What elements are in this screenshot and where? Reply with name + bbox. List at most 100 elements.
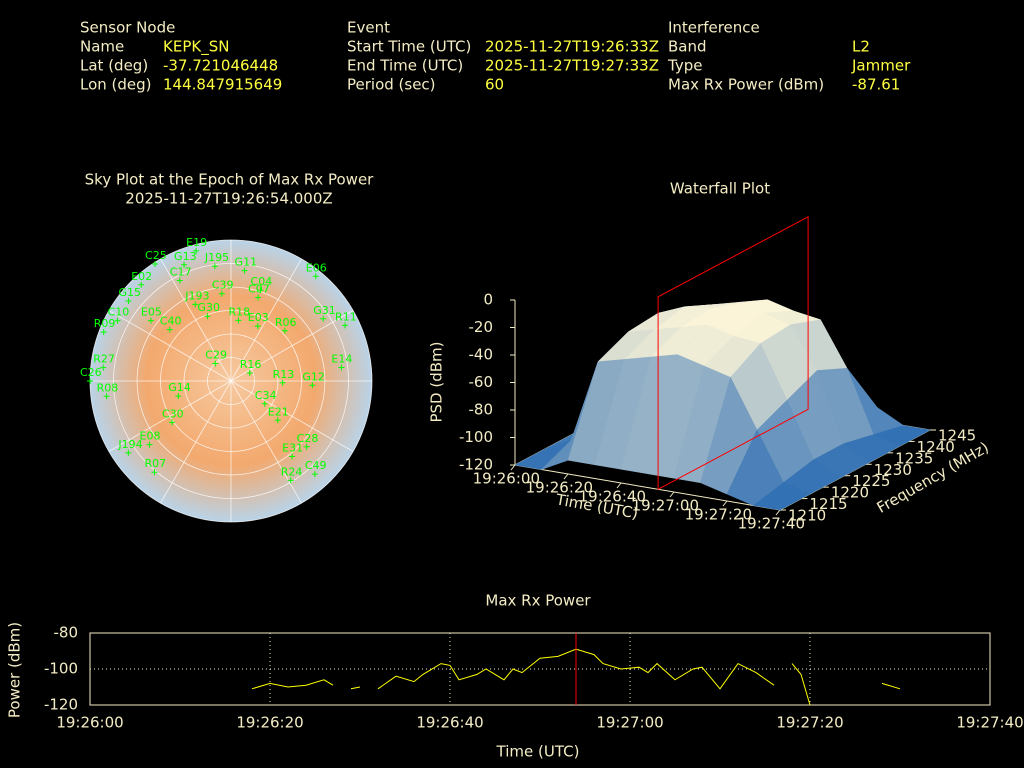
y-tick-label: 1235: [895, 449, 933, 467]
satellite-marker: [138, 281, 145, 288]
satellite-label: R11: [335, 310, 357, 323]
field-value: L2: [852, 38, 870, 56]
x-tick-label: 19:26:20: [526, 479, 593, 497]
field-label: Max Rx Power (dBm): [668, 76, 824, 94]
satellite-marker: [257, 287, 264, 294]
azimuth-spoke: [108, 380, 232, 452]
y-tick-label: -100: [44, 660, 78, 678]
satellite-label: G14: [168, 381, 191, 394]
satellite-marker: [114, 317, 121, 324]
field-label: Lon (deg): [80, 76, 152, 94]
satellite-marker: [211, 263, 218, 270]
field-label: End Time (UTC): [347, 57, 463, 75]
y-tick-label: 1240: [917, 438, 955, 456]
satellite-label: C39: [212, 279, 234, 292]
field-value: -87.61: [852, 76, 900, 94]
satellite-marker: [87, 378, 93, 384]
satellite-marker: [192, 301, 199, 308]
satellite-label: C29: [205, 349, 227, 362]
z-tick-label: -120: [459, 456, 493, 474]
azimuth-spoke: [108, 310, 232, 382]
x-tick-label: 19:26:40: [579, 488, 646, 506]
satellite-marker: [287, 477, 294, 484]
satellite-label: G15: [119, 286, 142, 299]
x-tick-label: 19:27:40: [956, 714, 1023, 732]
satellite-label: C07: [248, 283, 270, 296]
satellite-marker: [152, 261, 159, 268]
y-tick-label: -80: [54, 624, 79, 642]
z-tick-label: -40: [469, 346, 494, 364]
section-title: Sensor Node: [80, 19, 175, 37]
satellite-marker: [246, 370, 253, 377]
satellite-marker: [168, 419, 175, 426]
satellite-label: C25: [145, 249, 167, 262]
satellite-label: E14: [331, 352, 352, 365]
satellite-marker: [261, 400, 268, 407]
x-tick-label: 19:27:20: [776, 714, 843, 732]
field-label: Period (sec): [347, 76, 436, 94]
satellite-label: R09: [94, 317, 116, 330]
x-tick-label: 19:26:20: [236, 714, 303, 732]
satellite-label: E21: [268, 405, 289, 418]
satellite-label: E08: [140, 430, 161, 443]
azimuth-spoke: [230, 380, 354, 452]
x-tick: [722, 500, 728, 507]
satellite-label: R13: [273, 368, 295, 381]
z-tick-label: -100: [459, 428, 493, 446]
field-label: Band: [668, 38, 707, 56]
satellite-label: C26: [80, 366, 102, 379]
section-title: Interference: [668, 19, 760, 37]
x-tick: [775, 509, 781, 516]
satellite-marker: [279, 379, 286, 386]
azimuth-spoke: [230, 310, 354, 382]
field-value: 2025-11-27T19:26:33Z: [485, 38, 659, 56]
satellite-marker: [151, 469, 158, 476]
satellite-marker: [281, 327, 288, 334]
x-axis-label: Time (UTC): [496, 743, 580, 761]
satellite-marker: [255, 294, 262, 301]
satellite-label: C34: [255, 389, 277, 402]
satellite-label: R24: [281, 465, 303, 478]
x-tick-label: 19:27:40: [738, 515, 805, 533]
satellite-marker: [342, 322, 349, 329]
epoch-plane: [657, 215, 809, 491]
satellite-marker: [204, 313, 211, 320]
satellite-marker: [125, 449, 132, 456]
satellite-marker: [320, 315, 327, 322]
z-tick-label: 0: [483, 291, 493, 309]
satellite-label: C04: [251, 275, 273, 288]
y-tick-label: 1215: [809, 495, 847, 513]
field-value: 2025-11-27T19:27:33Z: [485, 57, 659, 75]
satellite-marker: [212, 360, 219, 367]
satellite-label: R06: [275, 316, 297, 329]
y-tick-label: 1230: [874, 461, 912, 479]
field-label: Lat (deg): [80, 57, 148, 75]
z-tick-label: -60: [469, 373, 494, 391]
x-tick-label: 19:27:20: [685, 506, 752, 524]
field-value: KEPK_SN: [163, 38, 229, 57]
satellite-label: G13: [174, 250, 197, 263]
azimuth-spoke: [160, 380, 232, 504]
satellite-marker: [309, 382, 316, 389]
satellite-marker: [311, 471, 318, 478]
satellite-marker: [103, 393, 110, 400]
satellite-label: E06: [306, 261, 327, 274]
satellite-marker: [166, 326, 173, 333]
x-tick-label: 19:26:00: [473, 470, 540, 488]
power-title: Max Rx Power: [485, 592, 591, 610]
y-axis-label: Power (dBm): [6, 622, 24, 718]
field-label: Type: [667, 57, 702, 75]
field-value: -37.721046448: [163, 57, 278, 75]
y-tick-label: 1220: [831, 484, 869, 502]
azimuth-spoke: [160, 258, 232, 382]
satellite-marker: [303, 443, 310, 450]
satellite-marker: [175, 393, 182, 400]
satellite-label: E19: [186, 236, 207, 249]
satellite-label: G12: [302, 370, 325, 383]
field-value: 60: [485, 76, 504, 94]
satellite-label: G31: [313, 304, 336, 317]
field-label: Start Time (UTC): [347, 38, 471, 56]
satellite-label: C28: [297, 432, 319, 445]
satellite-label: R27: [93, 353, 115, 366]
x-tick: [616, 482, 622, 489]
